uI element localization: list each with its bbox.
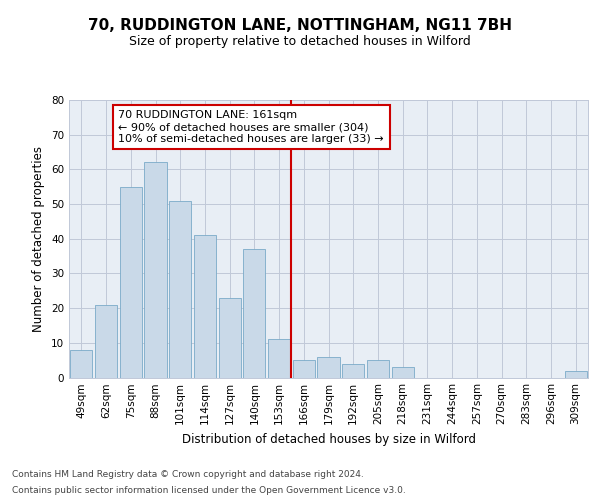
Text: Contains HM Land Registry data © Crown copyright and database right 2024.: Contains HM Land Registry data © Crown c… xyxy=(12,470,364,479)
Bar xyxy=(70,350,92,378)
Bar xyxy=(169,200,191,378)
Text: Contains public sector information licensed under the Open Government Licence v3: Contains public sector information licen… xyxy=(12,486,406,495)
Text: 70 RUDDINGTON LANE: 161sqm
← 90% of detached houses are smaller (304)
10% of sem: 70 RUDDINGTON LANE: 161sqm ← 90% of deta… xyxy=(118,110,384,144)
Bar xyxy=(218,298,241,378)
Bar xyxy=(293,360,315,378)
Bar xyxy=(392,367,414,378)
Bar xyxy=(317,356,340,378)
Bar xyxy=(95,304,117,378)
Y-axis label: Number of detached properties: Number of detached properties xyxy=(32,146,46,332)
Bar xyxy=(119,186,142,378)
Text: Size of property relative to detached houses in Wilford: Size of property relative to detached ho… xyxy=(129,35,471,48)
X-axis label: Distribution of detached houses by size in Wilford: Distribution of detached houses by size … xyxy=(182,433,476,446)
Bar xyxy=(268,340,290,378)
Bar xyxy=(194,236,216,378)
Bar xyxy=(367,360,389,378)
Text: 70, RUDDINGTON LANE, NOTTINGHAM, NG11 7BH: 70, RUDDINGTON LANE, NOTTINGHAM, NG11 7B… xyxy=(88,18,512,32)
Bar xyxy=(342,364,364,378)
Bar xyxy=(565,370,587,378)
Bar xyxy=(243,249,265,378)
Bar xyxy=(145,162,167,378)
